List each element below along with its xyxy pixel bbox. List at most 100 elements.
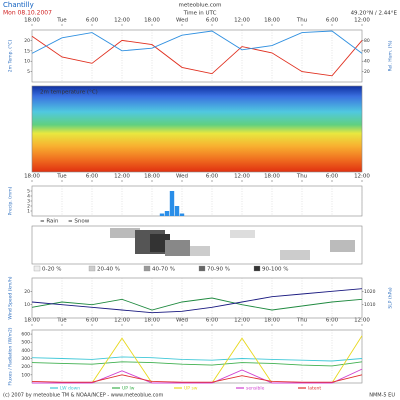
time-label: 12:00	[114, 18, 130, 24]
time-label: 18:00	[24, 18, 40, 24]
y-tick-label: 100	[21, 372, 30, 378]
legend-label: latent	[308, 386, 321, 392]
cloud-blocks	[31, 225, 363, 265]
time-label: Wed	[176, 174, 188, 180]
y-tick-label: 20	[24, 38, 30, 44]
series-line	[31, 30, 363, 54]
series-line	[31, 374, 363, 383]
time-label: Thu	[296, 318, 307, 324]
frame	[31, 85, 363, 173]
cloud-legend: 20-40 %	[97, 267, 120, 273]
series-line	[31, 361, 363, 367]
temperature-field-label: 2m temperature (°C)	[40, 90, 98, 96]
cloud-legend: 40-70 %	[152, 267, 175, 273]
time-label: 18:00	[144, 318, 160, 324]
time-label: 6:00	[206, 318, 219, 324]
y2-tick-label: 80	[364, 38, 370, 44]
cloud-legend-swatch	[143, 265, 151, 272]
y2-tick-label: 60	[364, 48, 370, 54]
time-label: Tue	[56, 174, 67, 180]
time-label: 12:00	[114, 318, 130, 324]
time-label: Tue	[56, 318, 67, 324]
y-tick-label: 20	[24, 289, 30, 295]
cloud-legend-swatch	[88, 265, 96, 272]
y-tick-label: 300	[21, 356, 30, 362]
bar	[179, 213, 185, 216]
y2-tick-label: 40	[364, 59, 370, 65]
y-axis-label: 2m Temp. (°C)	[8, 40, 14, 73]
y-axis-label: Wind Speed (km/h)	[8, 276, 14, 319]
y-tick-label: 10	[24, 302, 30, 308]
time-label: 6:00	[326, 18, 339, 24]
bar	[174, 206, 180, 216]
temperature-field	[32, 86, 362, 172]
legend-label: sensible	[246, 386, 265, 392]
time-label: 18:00	[264, 18, 280, 24]
series-line	[32, 368, 363, 384]
cloud-legend-swatch	[33, 265, 41, 272]
time-label: 6:00	[86, 18, 99, 24]
y2-tick-label: 1010	[364, 302, 376, 308]
y-tick-label: 5	[27, 69, 30, 75]
y-tick-label: 5	[27, 189, 30, 195]
time-label: 18:00	[144, 18, 160, 24]
time-label: 18:00	[24, 174, 40, 180]
y2-axis-label: Rel. Hum. (%)	[388, 40, 394, 71]
location: Chantilly	[3, 1, 34, 9]
y-tick-label: 500	[21, 340, 30, 346]
y-tick-label: 10	[24, 59, 30, 65]
time-label: Tue	[56, 18, 67, 24]
time-label: 6:00	[86, 318, 99, 324]
frame	[31, 185, 363, 217]
time-label: 18:00	[144, 174, 160, 180]
y2-tick-label: 20	[364, 69, 370, 75]
date: Mon 08.10.2007	[3, 10, 52, 17]
time-label: Thu	[296, 174, 307, 180]
series-line	[31, 288, 363, 314]
model: NMM-5 EU	[369, 393, 395, 399]
time-label: 12:00	[354, 174, 370, 180]
time-label: 6:00	[206, 174, 219, 180]
precip-legend: = Snow	[68, 219, 90, 225]
time-label: Wed	[176, 18, 188, 24]
cloud-legend: 70-90 %	[207, 267, 230, 273]
cloud-legend: 0-20 %	[42, 267, 61, 273]
time-label: 12:00	[354, 18, 370, 24]
copyright: (c) 2007 by meteoblue TM & NOAA/NCEP - w…	[3, 393, 163, 399]
y-axis-label: Fluxes / Radiation (W/m2)	[8, 327, 14, 385]
y2-axis-label: SLP (hPa)	[388, 287, 394, 308]
frame	[31, 29, 363, 83]
y-tick-label: 15	[24, 48, 30, 54]
y-tick-label: 1	[27, 209, 30, 215]
y-tick-label: 600	[21, 332, 30, 338]
time-label: 12:00	[354, 318, 370, 324]
series-line	[31, 35, 363, 77]
time-label: 6:00	[206, 18, 219, 24]
legend-label: UP sw	[184, 386, 198, 392]
time-label: 18:00	[24, 318, 40, 324]
y-tick-label: 3	[27, 199, 30, 205]
time-label: 12:00	[114, 174, 130, 180]
y-tick-label: 400	[21, 348, 30, 354]
time-label: 12:00	[234, 18, 250, 24]
cloud-legend: 90-100 %	[262, 267, 288, 273]
y-tick-label: 200	[21, 364, 30, 370]
time-label: 18:00	[264, 318, 280, 324]
time-label: 6:00	[326, 174, 339, 180]
bar	[159, 213, 165, 216]
frame	[31, 277, 363, 319]
coords: 49.20°N / 2.44°E	[351, 11, 398, 17]
time-label: 12:00	[234, 318, 250, 324]
y-axis-label: Precip. (mm)	[8, 186, 14, 215]
cloud-legend-swatch	[198, 265, 206, 272]
time-note: Time in UTC	[183, 11, 217, 17]
y-tick-label: 2	[27, 204, 30, 210]
series-line	[31, 356, 363, 362]
time-label: 12:00	[234, 174, 250, 180]
time-label: Wed	[176, 318, 188, 324]
bar	[169, 191, 175, 216]
time-label: 18:00	[264, 174, 280, 180]
bar	[164, 211, 170, 216]
legend-label: UP lw	[122, 386, 135, 392]
